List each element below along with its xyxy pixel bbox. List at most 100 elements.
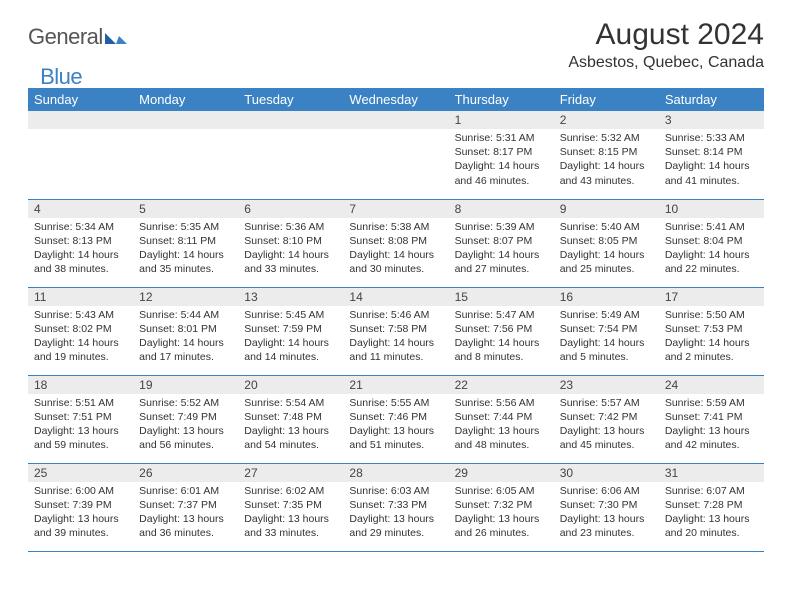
day-details: Sunrise: 6:00 AMSunset: 7:39 PMDaylight:… (28, 482, 133, 545)
day-number: 27 (238, 464, 343, 482)
calendar-cell: 14Sunrise: 5:46 AMSunset: 7:58 PMDayligh… (343, 287, 448, 375)
sunset-text: Sunset: 7:39 PM (34, 498, 127, 512)
calendar-cell: 11Sunrise: 5:43 AMSunset: 8:02 PMDayligh… (28, 287, 133, 375)
daylight-text: Daylight: 14 hours and 30 minutes. (349, 248, 442, 276)
day-number: 17 (659, 288, 764, 306)
day-number: 10 (659, 200, 764, 218)
day-number: 3 (659, 111, 764, 129)
daylight-text: Daylight: 13 hours and 36 minutes. (139, 512, 232, 540)
weekday-header: Sunday (28, 88, 133, 111)
day-number: 11 (28, 288, 133, 306)
day-number: 4 (28, 200, 133, 218)
sunset-text: Sunset: 7:32 PM (455, 498, 548, 512)
sunset-text: Sunset: 7:48 PM (244, 410, 337, 424)
day-details: Sunrise: 5:34 AMSunset: 8:13 PMDaylight:… (28, 218, 133, 281)
calendar-cell: 2Sunrise: 5:32 AMSunset: 8:15 PMDaylight… (554, 111, 659, 199)
calendar-cell: 17Sunrise: 5:50 AMSunset: 7:53 PMDayligh… (659, 287, 764, 375)
daylight-text: Daylight: 13 hours and 59 minutes. (34, 424, 127, 452)
sunset-text: Sunset: 7:28 PM (665, 498, 758, 512)
day-number: 30 (554, 464, 659, 482)
daylight-text: Daylight: 14 hours and 27 minutes. (455, 248, 548, 276)
sunset-text: Sunset: 8:14 PM (665, 145, 758, 159)
sunrise-text: Sunrise: 5:52 AM (139, 396, 232, 410)
sunset-text: Sunset: 7:33 PM (349, 498, 442, 512)
calendar-page: General August 2024 Asbestos, Quebec, Ca… (0, 0, 792, 570)
daylight-text: Daylight: 14 hours and 2 minutes. (665, 336, 758, 364)
weekday-header: Saturday (659, 88, 764, 111)
calendar-cell: 10Sunrise: 5:41 AMSunset: 8:04 PMDayligh… (659, 199, 764, 287)
day-details: Sunrise: 5:33 AMSunset: 8:14 PMDaylight:… (659, 129, 764, 192)
daylight-text: Daylight: 13 hours and 56 minutes. (139, 424, 232, 452)
calendar-cell: 27Sunrise: 6:02 AMSunset: 7:35 PMDayligh… (238, 463, 343, 551)
calendar-cell: 30Sunrise: 6:06 AMSunset: 7:30 PMDayligh… (554, 463, 659, 551)
calendar-cell (133, 111, 238, 199)
day-number: 16 (554, 288, 659, 306)
daylight-text: Daylight: 13 hours and 39 minutes. (34, 512, 127, 540)
day-details: Sunrise: 5:57 AMSunset: 7:42 PMDaylight:… (554, 394, 659, 457)
daylight-text: Daylight: 14 hours and 41 minutes. (665, 159, 758, 187)
daylight-text: Daylight: 14 hours and 19 minutes. (34, 336, 127, 364)
day-number: 1 (449, 111, 554, 129)
calendar-cell: 19Sunrise: 5:52 AMSunset: 7:49 PMDayligh… (133, 375, 238, 463)
calendar-cell: 26Sunrise: 6:01 AMSunset: 7:37 PMDayligh… (133, 463, 238, 551)
calendar-cell: 13Sunrise: 5:45 AMSunset: 7:59 PMDayligh… (238, 287, 343, 375)
calendar-cell (343, 111, 448, 199)
day-number: 8 (449, 200, 554, 218)
sunrise-text: Sunrise: 5:45 AM (244, 308, 337, 322)
daylight-text: Daylight: 14 hours and 43 minutes. (560, 159, 653, 187)
calendar-cell: 20Sunrise: 5:54 AMSunset: 7:48 PMDayligh… (238, 375, 343, 463)
calendar-table: SundayMondayTuesdayWednesdayThursdayFrid… (28, 88, 764, 552)
sunrise-text: Sunrise: 5:32 AM (560, 131, 653, 145)
calendar-cell: 22Sunrise: 5:56 AMSunset: 7:44 PMDayligh… (449, 375, 554, 463)
day-details: Sunrise: 5:41 AMSunset: 8:04 PMDaylight:… (659, 218, 764, 281)
daylight-text: Daylight: 14 hours and 35 minutes. (139, 248, 232, 276)
daylight-text: Daylight: 14 hours and 25 minutes. (560, 248, 653, 276)
daylight-text: Daylight: 14 hours and 17 minutes. (139, 336, 232, 364)
calendar-week: 18Sunrise: 5:51 AMSunset: 7:51 PMDayligh… (28, 375, 764, 463)
day-number: 28 (343, 464, 448, 482)
weekday-header-row: SundayMondayTuesdayWednesdayThursdayFrid… (28, 88, 764, 111)
sunrise-text: Sunrise: 6:03 AM (349, 484, 442, 498)
day-details: Sunrise: 5:44 AMSunset: 8:01 PMDaylight:… (133, 306, 238, 369)
daylight-text: Daylight: 13 hours and 48 minutes. (455, 424, 548, 452)
daylight-text: Daylight: 14 hours and 8 minutes. (455, 336, 548, 364)
day-details: Sunrise: 6:02 AMSunset: 7:35 PMDaylight:… (238, 482, 343, 545)
day-details: Sunrise: 6:01 AMSunset: 7:37 PMDaylight:… (133, 482, 238, 545)
sunset-text: Sunset: 7:46 PM (349, 410, 442, 424)
daylight-text: Daylight: 14 hours and 33 minutes. (244, 248, 337, 276)
day-details: Sunrise: 5:50 AMSunset: 7:53 PMDaylight:… (659, 306, 764, 369)
sunset-text: Sunset: 7:35 PM (244, 498, 337, 512)
sunrise-text: Sunrise: 5:39 AM (455, 220, 548, 234)
calendar-cell: 23Sunrise: 5:57 AMSunset: 7:42 PMDayligh… (554, 375, 659, 463)
calendar-cell: 12Sunrise: 5:44 AMSunset: 8:01 PMDayligh… (133, 287, 238, 375)
day-number: 9 (554, 200, 659, 218)
day-details: Sunrise: 5:49 AMSunset: 7:54 PMDaylight:… (554, 306, 659, 369)
calendar-cell: 8 Sunrise: 5:39 AMSunset: 8:07 PMDaylight… (449, 199, 554, 287)
sunrise-text: Sunrise: 5:40 AM (560, 220, 653, 234)
day-details: Sunrise: 5:43 AMSunset: 8:02 PMDaylight:… (28, 306, 133, 369)
weekday-header: Friday (554, 88, 659, 111)
sunset-text: Sunset: 7:37 PM (139, 498, 232, 512)
daylight-text: Daylight: 14 hours and 22 minutes. (665, 248, 758, 276)
day-details: Sunrise: 5:54 AMSunset: 7:48 PMDaylight:… (238, 394, 343, 457)
day-number (133, 111, 238, 129)
brand-general: General (28, 24, 103, 50)
day-number: 7 (343, 200, 448, 218)
sunset-text: Sunset: 8:07 PM (455, 234, 548, 248)
day-number: 14 (343, 288, 448, 306)
sunrise-text: Sunrise: 5:33 AM (665, 131, 758, 145)
sunset-text: Sunset: 8:08 PM (349, 234, 442, 248)
sunset-text: Sunset: 7:51 PM (34, 410, 127, 424)
day-number: 31 (659, 464, 764, 482)
sunrise-text: Sunrise: 5:49 AM (560, 308, 653, 322)
sunset-text: Sunset: 8:15 PM (560, 145, 653, 159)
day-details: Sunrise: 5:35 AMSunset: 8:11 PMDaylight:… (133, 218, 238, 281)
day-number: 18 (28, 376, 133, 394)
sunset-text: Sunset: 7:49 PM (139, 410, 232, 424)
sunrise-text: Sunrise: 5:35 AM (139, 220, 232, 234)
calendar-cell: 28Sunrise: 6:03 AMSunset: 7:33 PMDayligh… (343, 463, 448, 551)
daylight-text: Daylight: 14 hours and 5 minutes. (560, 336, 653, 364)
sunset-text: Sunset: 8:11 PM (139, 234, 232, 248)
daylight-text: Daylight: 14 hours and 11 minutes. (349, 336, 442, 364)
day-number: 25 (28, 464, 133, 482)
